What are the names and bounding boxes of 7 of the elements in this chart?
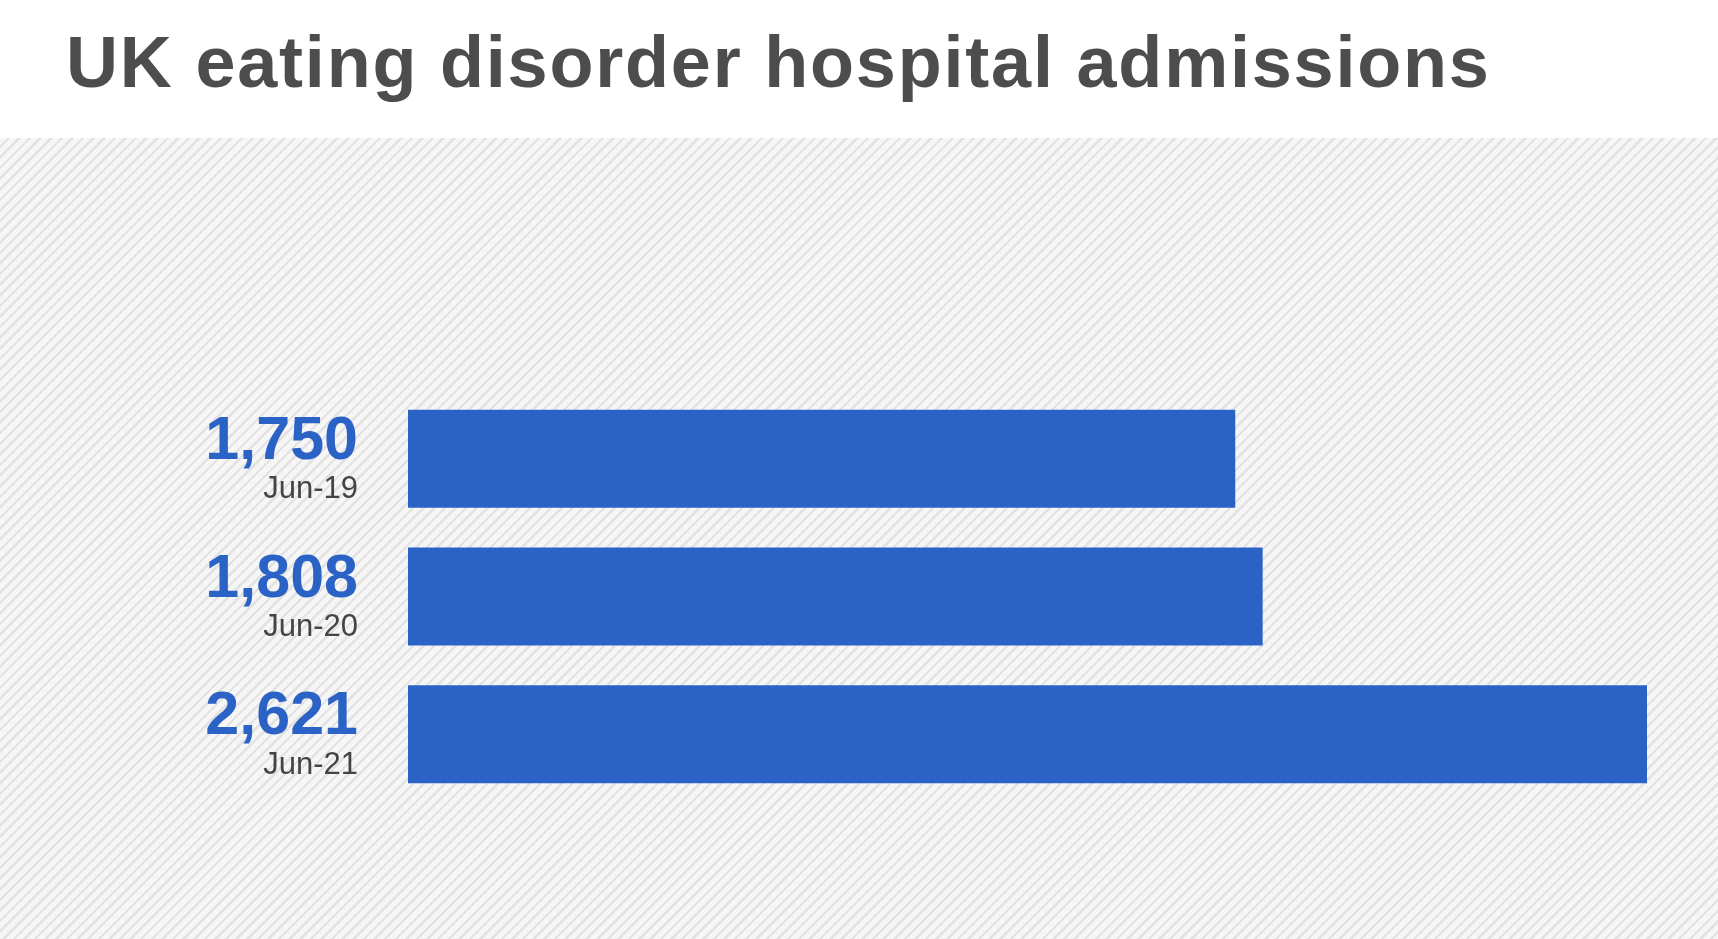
data-label: 2,621 bbox=[205, 679, 358, 748]
y-tick-label: Jun-20 bbox=[263, 608, 358, 644]
y-tick-label: Jun-21 bbox=[263, 745, 358, 781]
y-tick-label: Jun-19 bbox=[263, 470, 358, 506]
chart-title: UK eating disorder hospital admissions bbox=[66, 22, 1491, 102]
data-label: 1,750 bbox=[205, 403, 358, 472]
data-label: 1,808 bbox=[205, 541, 358, 610]
